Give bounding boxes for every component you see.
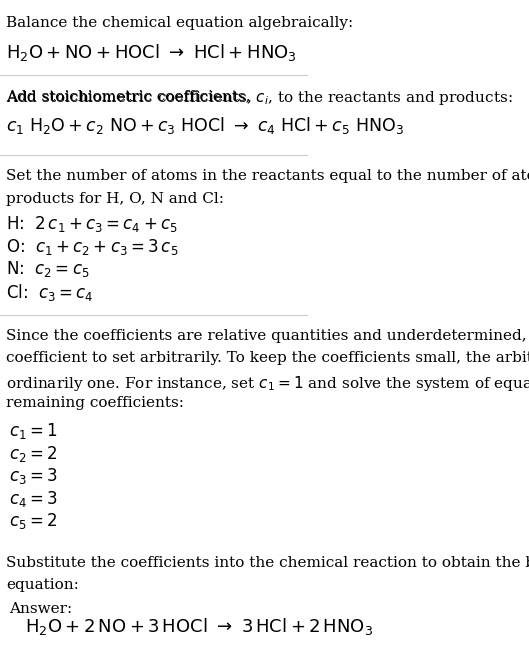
Text: coefficient to set arbitrarily. To keep the coefficients small, the arbitrary va: coefficient to set arbitrarily. To keep … — [6, 351, 529, 365]
Text: Since the coefficients are relative quantities and underdetermined, choose a: Since the coefficients are relative quan… — [6, 329, 529, 343]
Text: H:  $2\,c_1 + c_3 = c_4 + c_5$: H: $2\,c_1 + c_3 = c_4 + c_5$ — [6, 214, 178, 234]
Text: $c_3 = 3$: $c_3 = 3$ — [9, 466, 58, 486]
Text: $\mathrm{H_2O + 2\,NO + 3\,HOCl \ \rightarrow \ 3\,HCl + 2\,HNO_3}$: $\mathrm{H_2O + 2\,NO + 3\,HOCl \ \right… — [25, 617, 373, 637]
Text: remaining coefficients:: remaining coefficients: — [6, 397, 184, 410]
Text: $c_4 = 3$: $c_4 = 3$ — [9, 488, 58, 509]
Text: products for H, O, N and Cl:: products for H, O, N and Cl: — [6, 192, 224, 206]
Text: $c_5 = 2$: $c_5 = 2$ — [9, 511, 58, 531]
Text: $c_1 = 1$: $c_1 = 1$ — [9, 421, 58, 441]
Text: equation:: equation: — [6, 578, 79, 593]
Text: $c_1\ \mathrm{H_2O} + c_2\ \mathrm{NO} + c_3\ \mathrm{HOCl} \ \rightarrow \ c_4\: $c_1\ \mathrm{H_2O} + c_2\ \mathrm{NO} +… — [6, 115, 404, 136]
Text: ordinarily one. For instance, set $c_1 = 1$ and solve the system of equations fo: ordinarily one. For instance, set $c_1 =… — [6, 374, 529, 393]
Text: Set the number of atoms in the reactants equal to the number of atoms in the: Set the number of atoms in the reactants… — [6, 169, 529, 183]
Text: N:  $c_2 = c_5$: N: $c_2 = c_5$ — [6, 259, 90, 280]
Text: $c_2 = 2$: $c_2 = 2$ — [9, 444, 58, 464]
Text: $\mathrm{H_2O + NO + HOCl \ \rightarrow \ HCl + HNO_3}$: $\mathrm{H_2O + NO + HOCl \ \rightarrow … — [6, 42, 297, 63]
Text: Cl:  $c_3 = c_4$: Cl: $c_3 = c_4$ — [6, 281, 94, 303]
Text: Add stoichiometric coefficients, $c_i$, to the reactants and products:: Add stoichiometric coefficients, $c_i$, … — [6, 89, 513, 107]
Text: O:  $c_1 + c_2 + c_3 = 3\,c_5$: O: $c_1 + c_2 + c_3 = 3\,c_5$ — [6, 237, 179, 257]
Text: Substitute the coefficients into the chemical reaction to obtain the balanced: Substitute the coefficients into the che… — [6, 556, 529, 570]
Text: Balance the chemical equation algebraically:: Balance the chemical equation algebraica… — [6, 16, 353, 30]
Text: Add stoichiometric coefficients,: Add stoichiometric coefficients, — [6, 89, 256, 104]
FancyBboxPatch shape — [0, 586, 218, 647]
Text: Answer:: Answer: — [9, 602, 72, 616]
